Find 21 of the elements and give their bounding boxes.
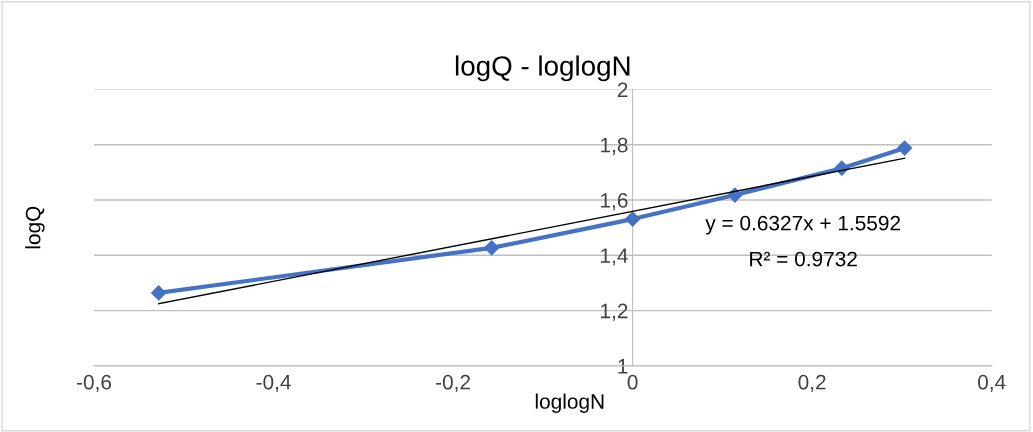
y-tick-label: 1,4 bbox=[601, 248, 628, 266]
y-axis-title: logQ bbox=[25, 206, 45, 249]
chart-title: logQ - loglogN bbox=[455, 55, 630, 82]
x-tick-label: 0 bbox=[627, 374, 638, 390]
x-tick-label: -0,6 bbox=[76, 374, 112, 392]
point bbox=[897, 140, 913, 156]
point bbox=[484, 240, 500, 256]
point bbox=[151, 285, 167, 301]
y-tick-label: 1,6 bbox=[601, 193, 628, 211]
annotation: R² = 0.9732 bbox=[750, 251, 857, 267]
x-tick-label: -0,2 bbox=[436, 374, 470, 392]
point bbox=[625, 211, 641, 227]
y-tick-label: 1 bbox=[618, 359, 628, 374]
x-axis-title: loglogN bbox=[535, 393, 604, 413]
annotation: y = 0.6327x + 1.5592 bbox=[705, 215, 901, 235]
y-tick-label: 2 bbox=[617, 82, 628, 97]
x-tick-label: 0,2 bbox=[798, 374, 826, 392]
y-tick-label: 1,2 bbox=[601, 303, 628, 321]
x-tick-label: 0,4 bbox=[978, 374, 1006, 392]
y-tick-label: 1,8 bbox=[601, 137, 628, 155]
x-tick-label: -0,4 bbox=[256, 374, 291, 392]
